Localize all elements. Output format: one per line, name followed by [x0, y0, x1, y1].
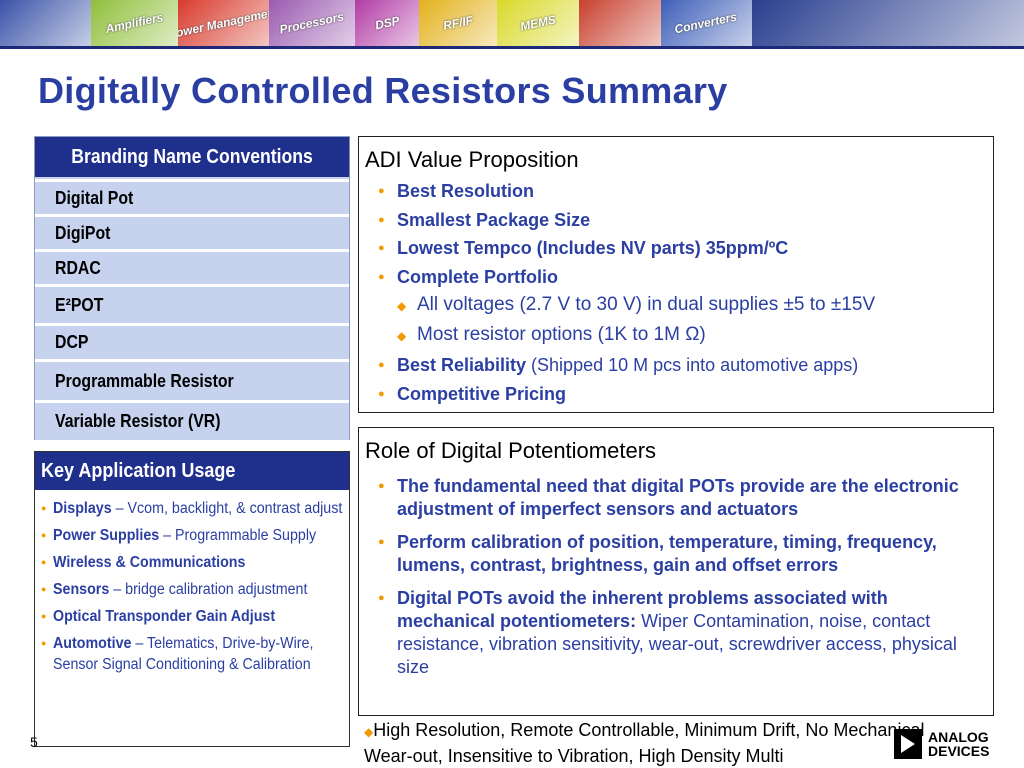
- banner-segment: Power Management: [177, 0, 269, 46]
- banner-divider: [0, 46, 1024, 49]
- list-item: Displays – Vcom, backlight, & contrast a…: [41, 498, 345, 519]
- list-item: Best Resolution: [377, 180, 875, 209]
- key-application-panel: Key Application Usage Displays – Vcom, b…: [34, 451, 350, 747]
- branding-item: DigiPot: [35, 214, 349, 249]
- list-item: The fundamental need that digital POTs p…: [377, 475, 977, 521]
- key-application-heading: Key Application Usage: [35, 452, 349, 490]
- value-proposition-heading: ADI Value Proposition: [365, 147, 579, 172]
- list-item: Power Supplies – Programmable Supply: [41, 525, 345, 546]
- list-item: Competitive Pricing: [377, 383, 875, 412]
- list-item: Best Reliability (Shipped 10 M pcs into …: [377, 354, 875, 383]
- list-item: All voltages (2.7 V to 30 V) in dual sup…: [377, 294, 875, 324]
- banner-segment: [578, 0, 661, 46]
- branding-heading: Branding Name Conventions: [35, 137, 350, 177]
- branding-item: DCP: [35, 323, 349, 359]
- list-item: Digital POTs avoid the inherent problems…: [377, 587, 977, 679]
- logo-triangle-icon: [894, 729, 922, 759]
- logo-text: ANALOG DEVICES: [928, 729, 990, 759]
- list-item: Wireless & Communications: [41, 552, 345, 573]
- banner-segment: [0, 0, 92, 46]
- key-application-list: Displays – Vcom, backlight, & contrast a…: [41, 498, 345, 681]
- list-item: Perform calibration of position, tempera…: [377, 531, 977, 577]
- branding-panel: Branding Name Conventions Digital Pot Di…: [34, 136, 350, 440]
- branding-item: E²POT: [35, 284, 349, 323]
- list-item: Most resistor options (1K to 1M Ω): [377, 324, 875, 354]
- banner-segment: Processors: [268, 0, 356, 46]
- branding-item: Digital Pot: [35, 179, 349, 214]
- footer-text: ◆High Resolution, Remote Controllable, M…: [364, 720, 925, 766]
- analog-devices-logo: ANALOG DEVICES: [894, 726, 1004, 762]
- role-panel: Role of Digital Potentiometers The funda…: [358, 427, 994, 716]
- banner-segment: MEMS: [496, 0, 579, 46]
- page-title: Digitally Controlled Resistors Summary: [38, 70, 728, 111]
- list-item: Smallest Package Size: [377, 209, 875, 238]
- banner-segment: Amplifiers: [91, 0, 178, 46]
- diamond-bullet-icon: ◆: [364, 725, 374, 739]
- banner-segment: [751, 0, 1024, 46]
- role-list: The fundamental need that digital POTs p…: [377, 475, 977, 689]
- banner-segment: Converters: [660, 0, 752, 46]
- list-item: Optical Transponder Gain Adjust: [41, 606, 345, 627]
- branding-item: Variable Resistor (VR): [35, 400, 349, 440]
- list-item: Complete Portfolio: [377, 266, 875, 295]
- list-item: Automotive – Telematics, Drive-by-Wire, …: [41, 633, 345, 675]
- role-heading: Role of Digital Potentiometers: [365, 438, 657, 463]
- value-proposition-panel: ADI Value Proposition Best ResolutionSma…: [358, 136, 994, 413]
- branding-item: Programmable Resistor: [35, 359, 349, 400]
- banner-segment: RF/IF: [419, 0, 497, 46]
- list-item: Lowest Tempco (Includes NV parts) 35ppm/…: [377, 237, 875, 266]
- list-item: Sensors – bridge calibration adjustment: [41, 579, 345, 600]
- page-number: 5: [30, 734, 38, 750]
- banner-segment: DSP: [355, 0, 420, 46]
- top-banner: Amplifiers Power Management Processors DSP R…: [0, 0, 1024, 46]
- branding-item: RDAC: [35, 249, 349, 284]
- value-proposition-list: Best ResolutionSmallest Package SizeLowe…: [377, 180, 875, 411]
